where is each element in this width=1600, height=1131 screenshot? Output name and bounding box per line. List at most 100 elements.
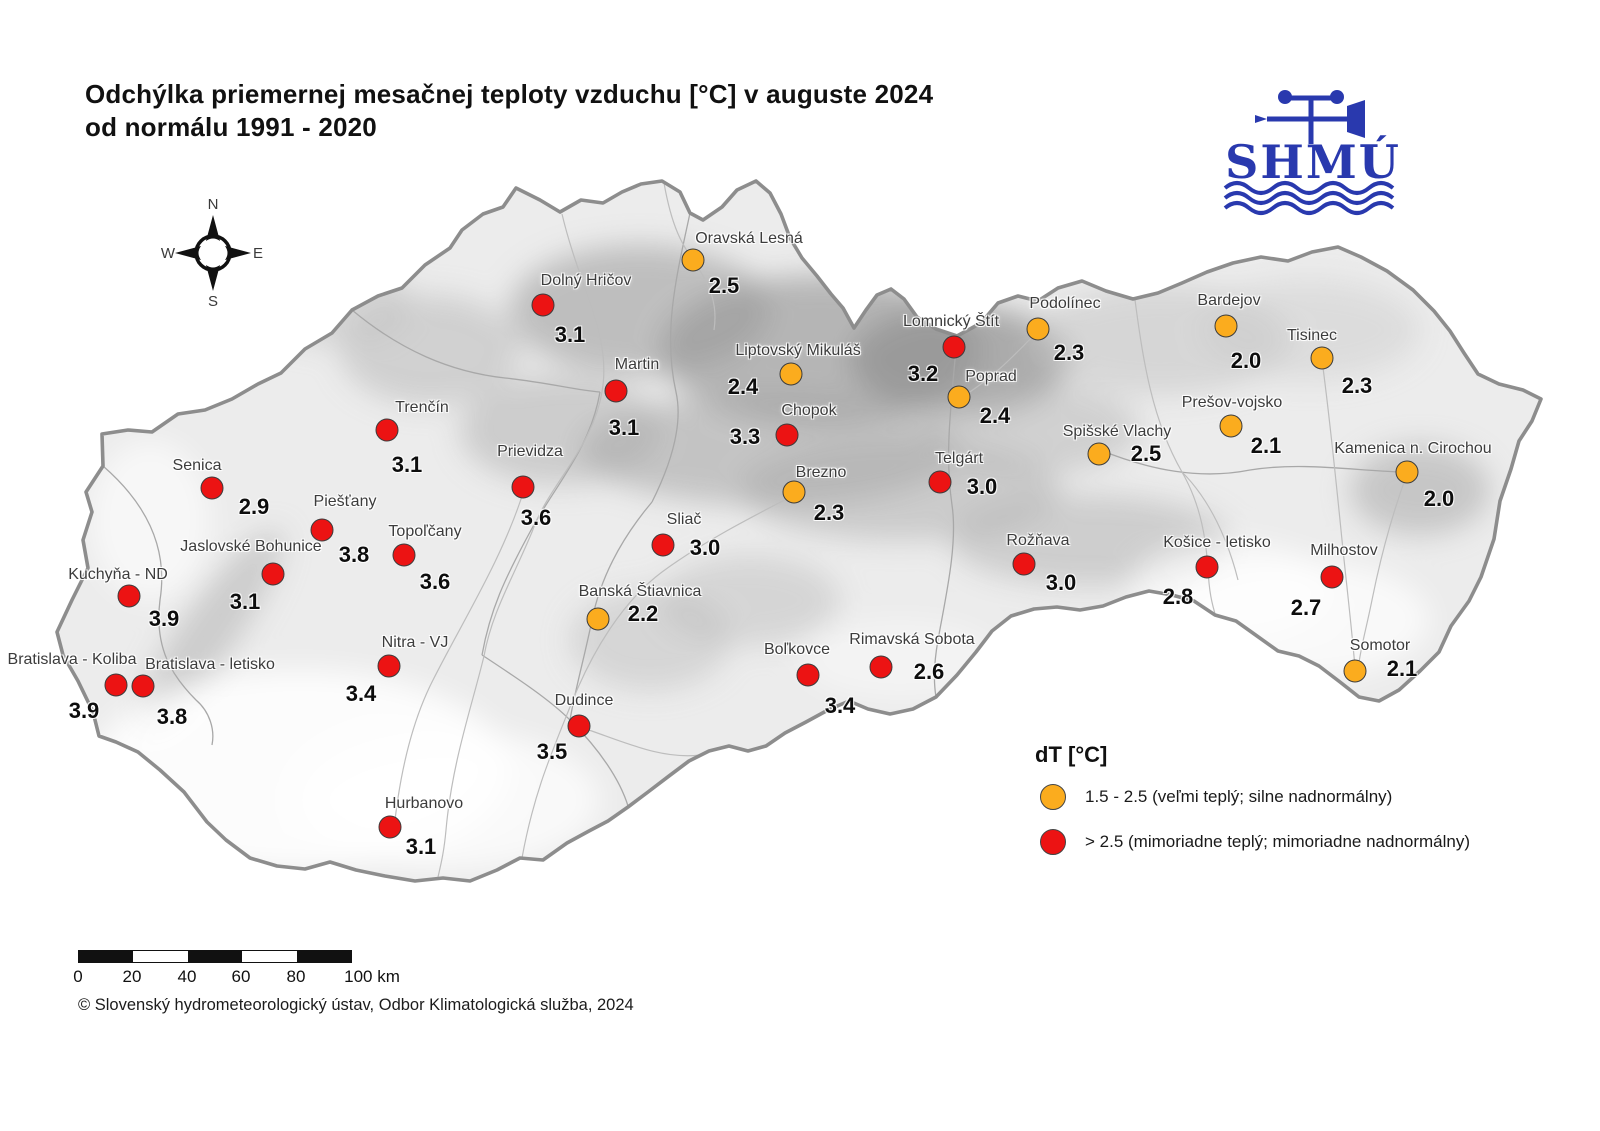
station-label-bratislava-koliba: Bratislava - Koliba (7, 651, 137, 668)
station-label-jaslovske-bohunice: Jaslovské Bohunice (180, 538, 322, 555)
station-dot-bratislava-letisko (131, 674, 155, 698)
station-dot-bardejov (1214, 314, 1238, 338)
station-value-telgart: 3.0 (966, 474, 998, 499)
station-dot-banska-stiavnica (586, 607, 610, 631)
station-label-bolkovce: Boľkovce (763, 641, 831, 658)
station-label-lomnicky-stit: Lomnický Štít (902, 313, 1000, 330)
station-dot-liptovsky-mikulas (779, 362, 803, 386)
title-line-2: od normálu 1991 - 2020 (85, 112, 377, 142)
station-value-dudince: 3.5 (536, 739, 568, 764)
station-dot-chopok (775, 423, 799, 447)
station-dot-trencin (375, 418, 399, 442)
station-value-hurbanovo: 3.1 (405, 834, 437, 859)
station-dot-dudince (567, 714, 591, 738)
station-value-presov-vojsko: 2.1 (1250, 433, 1282, 458)
legend-title: dT [°C] (1035, 742, 1108, 767)
station-value-milhostov: 2.7 (1290, 595, 1322, 620)
station-dot-martin (604, 379, 628, 403)
scale-bar-segments (78, 950, 352, 963)
scale-bar-segment (242, 951, 297, 962)
station-value-chopok: 3.3 (729, 424, 761, 449)
station-label-trencin: Trenčín (395, 399, 449, 416)
station-dot-topolcany (392, 543, 416, 567)
station-value-lomnicky-stit: 3.2 (907, 361, 939, 386)
station-value-jaslovske-bohunice: 3.1 (229, 589, 261, 614)
scale-bar-segment (187, 951, 243, 962)
station-value-roznava: 3.0 (1045, 570, 1077, 595)
logo-acronym: SHMÚ (1225, 134, 1401, 189)
compass-south-label: S (208, 293, 218, 308)
station-label-nitra-vj: Nitra - VJ (381, 634, 449, 651)
station-dot-lomnicky-stit (942, 335, 966, 359)
station-value-sliac: 3.0 (689, 535, 721, 560)
scale-bar-tick-5: 100 km (344, 967, 400, 986)
station-label-oravska-lesna: Oravská Lesná (695, 230, 803, 247)
station-value-spisske-vlachy: 2.5 (1130, 441, 1162, 466)
station-dot-milhostov (1320, 565, 1344, 589)
station-value-kuchyna-nd: 3.9 (148, 606, 180, 631)
station-value-tisinec: 2.3 (1341, 373, 1373, 398)
station-dot-kosice-letisko (1195, 555, 1219, 579)
station-value-piestany: 3.8 (338, 542, 370, 567)
station-label-presov-vojsko: Prešov-vojsko (1181, 394, 1283, 411)
station-value-kosice-letisko: 2.8 (1162, 584, 1194, 609)
copyright: © Slovenský hydrometeorologický ústav, O… (78, 996, 634, 1014)
station-value-bratislava-letisko: 3.8 (156, 704, 188, 729)
station-dot-somotor (1343, 659, 1367, 683)
station-label-somotor: Somotor (1349, 637, 1411, 654)
station-label-kosice-letisko: Košice - letisko (1163, 534, 1271, 551)
compass-icon (175, 215, 251, 291)
legend-row-hot: > 2.5 (mimoriadne teplý; mimoriadne nadn… (1040, 829, 1470, 855)
legend: dT [°C] 1.5 - 2.5 (veľmi teplý; silne na… (1012, 742, 1470, 874)
legend-label-warm: 1.5 - 2.5 (veľmi teplý; silne nadnormáln… (1085, 787, 1393, 806)
station-value-bardejov: 2.0 (1230, 348, 1262, 373)
station-dot-sliac (651, 533, 675, 557)
station-dot-bratislava-koliba (104, 673, 128, 697)
station-label-kuchyna-nd: Kuchyňa - ND (68, 566, 168, 583)
station-label-sliac: Sliač (666, 511, 702, 528)
terrain-shading (90, 245, 1490, 870)
station-label-bratislava-letisko: Bratislava - letisko (145, 656, 275, 673)
scale-bar-tick-0: 0 (73, 967, 83, 986)
station-value-somotor: 2.1 (1386, 656, 1418, 681)
shmu-logo: SHMÚ (1213, 86, 1418, 216)
scale-bar-tick-2: 40 (177, 967, 197, 986)
station-label-topolcany: Topoľčany (388, 523, 462, 540)
page-title: Odchýlka priemernej mesačnej teploty vzd… (85, 78, 933, 144)
station-dot-jaslovske-bohunice (261, 562, 285, 586)
station-value-prievidza: 3.6 (520, 505, 552, 530)
station-dot-presov-vojsko (1219, 414, 1243, 438)
scale-bar: 0 20 40 60 80 100 km (73, 950, 478, 989)
scale-bar-segment (79, 951, 134, 962)
station-label-brezno: Brezno (795, 464, 847, 481)
station-value-kamenica-n-cirochou: 2.0 (1423, 486, 1455, 511)
compass-west-label: W (161, 245, 176, 262)
station-dot-roznava (1012, 552, 1036, 576)
station-label-dudince: Dudince (554, 692, 614, 709)
title-line-1: Odchýlka priemernej mesačnej teploty vzd… (85, 79, 934, 109)
station-label-dolny-hricov: Dolný Hričov (540, 272, 632, 289)
station-value-trencin: 3.1 (391, 452, 423, 477)
station-dot-spisske-vlachy (1087, 442, 1111, 466)
station-label-hurbanovo: Hurbanovo (384, 795, 464, 812)
scale-bar-tick-1: 20 (122, 967, 142, 986)
station-label-banska-stiavnica: Banská Štiavnica (578, 583, 702, 600)
station-dot-telgart (928, 470, 952, 494)
station-label-poprad: Poprad (965, 368, 1017, 385)
station-dot-rimavska-sobota (869, 655, 893, 679)
scale-bar-labels: 0 20 40 60 80 100 km (73, 967, 478, 989)
compass-rose: N S W E (158, 196, 268, 310)
station-dot-bolkovce (796, 663, 820, 687)
station-label-chopok: Chopok (781, 402, 837, 419)
station-value-poprad: 2.4 (979, 403, 1011, 428)
station-dot-tisinec (1310, 346, 1334, 370)
station-label-prievidza: Prievidza (497, 443, 563, 460)
station-value-bratislava-koliba: 3.9 (68, 698, 100, 723)
station-dot-prievidza (511, 475, 535, 499)
station-value-rimavska-sobota: 2.6 (913, 659, 945, 684)
station-dot-kuchyna-nd (117, 584, 141, 608)
rivers (393, 182, 1408, 878)
station-value-dolny-hricov: 3.1 (554, 322, 586, 347)
station-label-podolinec: Podolínec (1029, 295, 1101, 312)
compass-east-label: E (253, 245, 263, 262)
